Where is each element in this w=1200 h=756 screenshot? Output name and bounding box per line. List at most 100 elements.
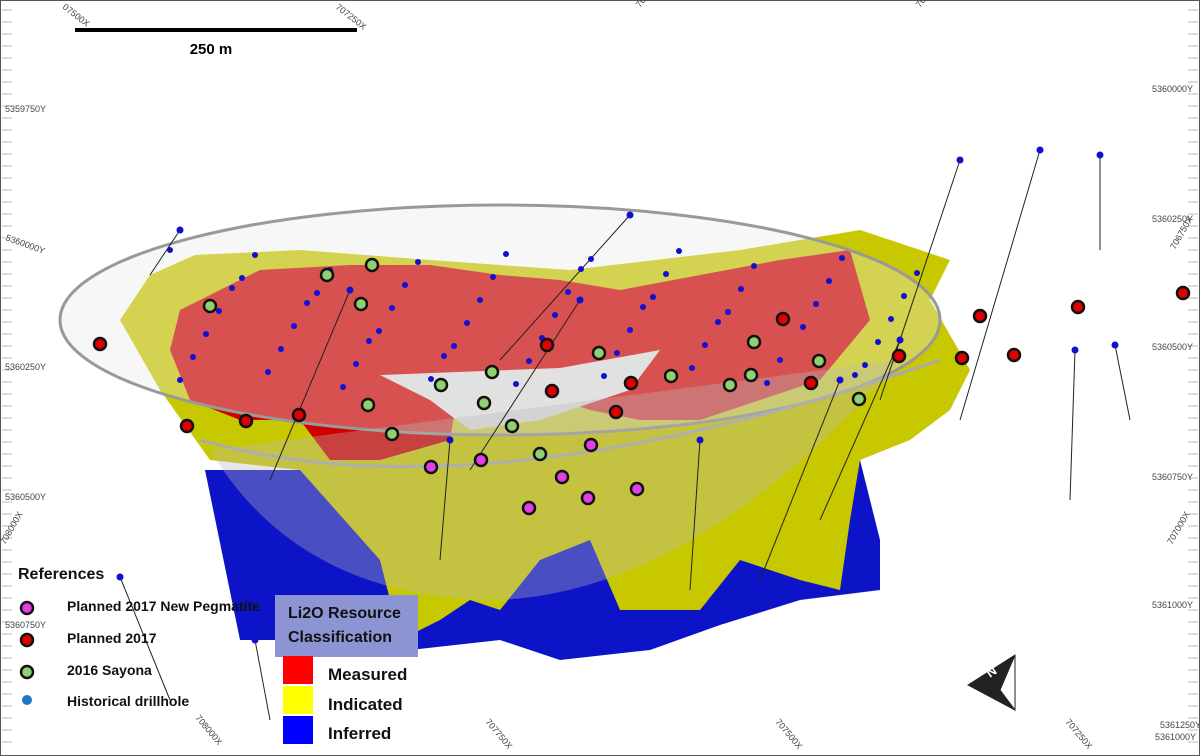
drill-trace [269,289,351,481]
legend-marker [19,632,35,648]
drill-collar [203,331,209,337]
drill-collar [956,156,964,164]
drill-collar [875,339,881,345]
drill-collar [626,211,634,219]
drill-collar [852,372,858,378]
legend-label: Historical drillhole [67,693,189,709]
drill-trace [1114,344,1131,421]
planned-hole [811,353,827,369]
drill-collar [576,296,584,304]
drill-collar [663,271,669,277]
drillholes [92,146,1191,721]
planned-hole [1070,299,1086,315]
planned-hole [803,375,819,391]
drill-collar [239,275,245,281]
drill-collar [353,361,359,367]
drill-trace [119,576,171,701]
drill-collar [696,436,704,444]
drill-collar [1071,346,1079,354]
grid-label: 5360500Y [5,492,46,502]
legend-marker [19,664,35,680]
drill-collar [176,226,184,234]
drill-collar [715,319,721,325]
grid-label: 5359750Y [5,104,46,114]
grid-label: 5360750Y [1152,472,1193,482]
drill-collar [896,336,904,344]
drill-collar [446,436,454,444]
drill-collar [738,286,744,292]
drill-collar [588,256,594,262]
drill-collar [503,251,509,257]
planned-hole [583,437,599,453]
drill-collar [451,343,457,349]
drill-collar [650,294,656,300]
drill-collar [777,357,783,363]
planned-hole [92,336,108,352]
drill-collar [229,285,235,291]
planned-hole [532,446,548,462]
drill-collar [1096,151,1104,159]
legend-label: 2016 Sayona [67,662,152,678]
resource-model [58,203,970,660]
drill-collar [304,300,310,306]
drill-collar [614,350,620,356]
legend-marker [22,695,32,705]
drill-collar [601,373,607,379]
planned-hole [746,334,762,350]
drill-collar [513,381,519,387]
drill-collar [477,297,483,303]
planned-hole [851,391,867,407]
planned-hole [1175,285,1191,301]
planned-hole [623,375,639,391]
planned-hole [521,500,537,516]
drill-collar [725,309,731,315]
planned-hole [1006,347,1022,363]
drill-collar [627,327,633,333]
drill-collar [689,365,695,371]
drill-collar [216,308,222,314]
drill-trace [499,214,631,361]
planned-hole [591,345,607,361]
planned-hole [954,350,970,366]
drill-collar [836,376,844,384]
planned-hole [291,407,307,423]
planned-hole [663,368,679,384]
drill-trace [1069,349,1076,501]
drill-collar [1036,146,1044,154]
grid-label: 5361000Y [1152,600,1193,610]
drill-trace [254,639,271,721]
grid-label: 5361000Y [1155,732,1196,742]
drill-trace [469,299,581,471]
drill-collar [340,384,346,390]
grid-label: 5360250Y [1152,214,1193,224]
drill-trace [819,339,901,521]
drill-collar [490,274,496,280]
drill-collar [278,346,284,352]
drill-collar [116,573,124,581]
planned-hole [238,413,254,429]
planned-hole [722,377,738,393]
drill-collar [252,252,258,258]
planned-hole [384,426,400,442]
drill-collar [415,259,421,265]
drill-collar [702,342,708,348]
planned-hole [179,418,195,434]
planned-hole [319,267,335,283]
drill-collar [764,380,770,386]
classification-title: Li2O Resource [288,605,401,622]
planned-hole [629,481,645,497]
drill-collar [428,376,434,382]
planned-hole [554,469,570,485]
drill-collar [291,323,297,329]
planned-hole [580,490,596,506]
class-label: Inferred [328,724,391,743]
drill-collar [751,263,757,269]
planned-hole [473,452,489,468]
drill-trace [689,439,701,591]
planned-hole [504,418,520,434]
drill-trace [759,379,841,581]
drill-collar [464,320,470,326]
planned-hole [743,367,759,383]
classification-title: Classification [288,629,392,646]
